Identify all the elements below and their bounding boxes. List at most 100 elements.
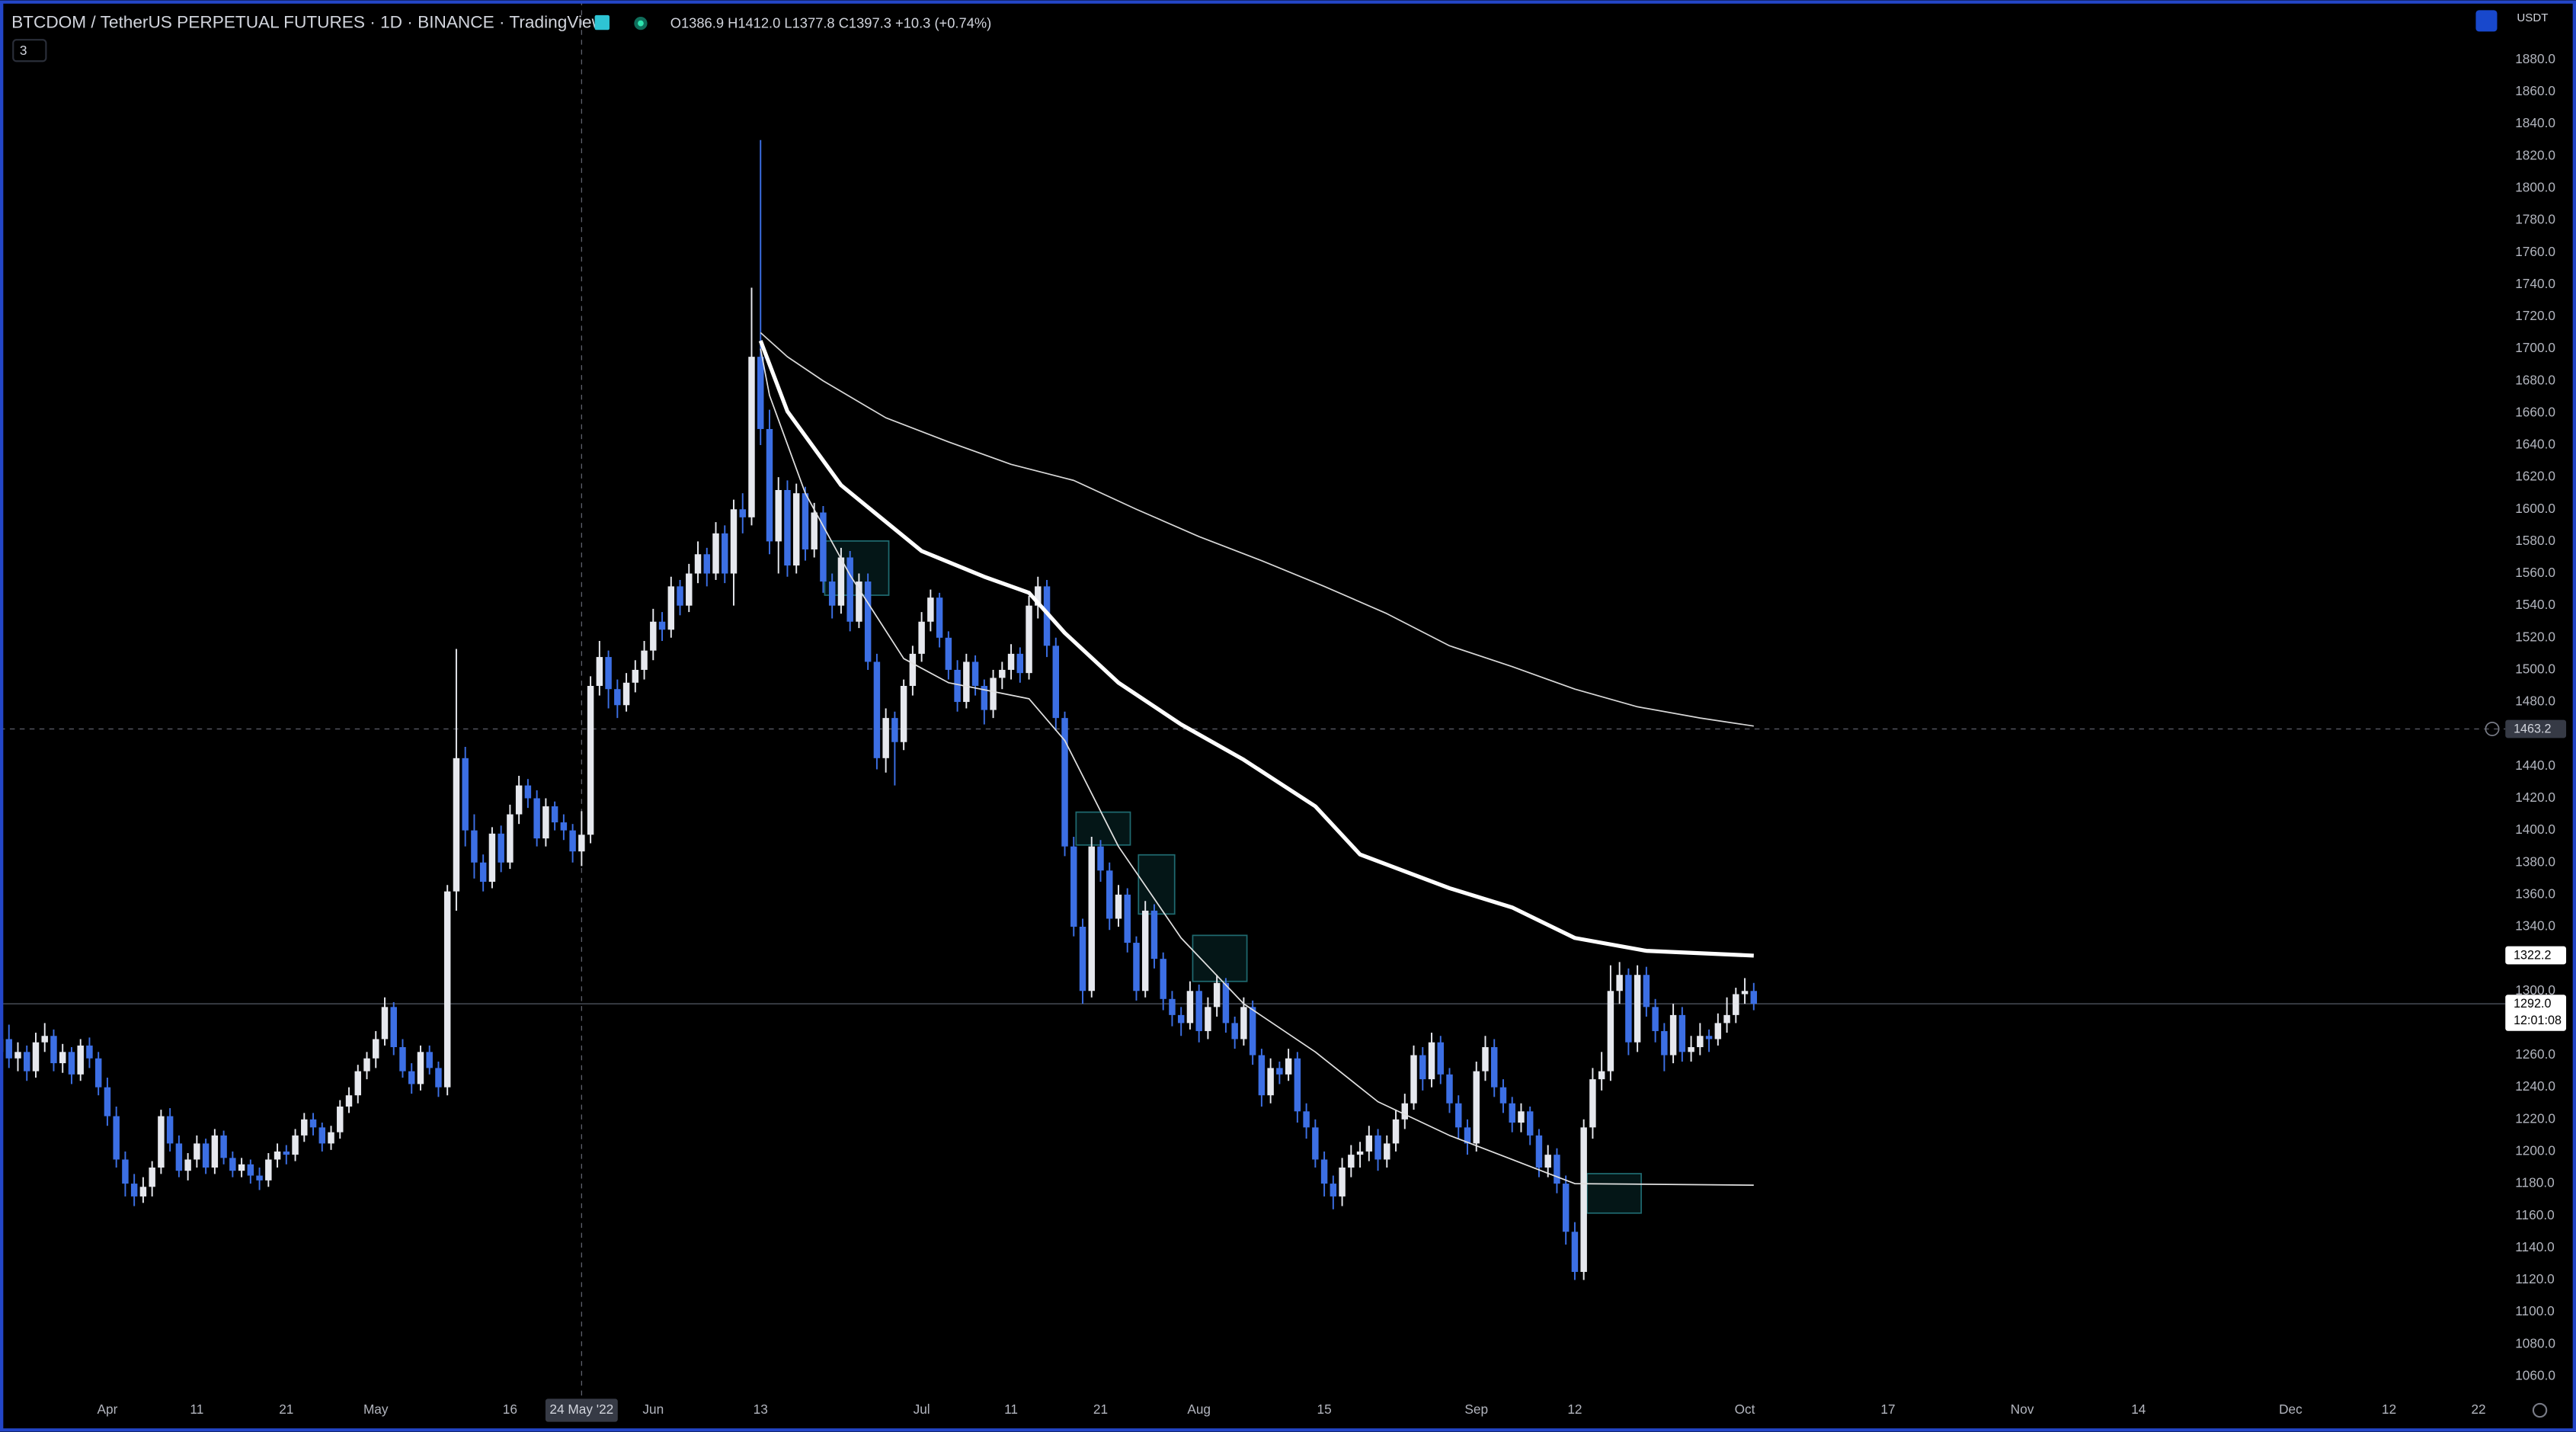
candle-body (1016, 653, 1024, 674)
candle-body (175, 1143, 183, 1171)
candle-body (363, 1058, 370, 1072)
candle-body (390, 1007, 397, 1048)
candle-body (1733, 994, 1739, 1015)
candle-body (166, 1116, 174, 1144)
candle-body (1339, 1168, 1346, 1197)
candle-body (479, 862, 487, 883)
candle-body (194, 1143, 200, 1160)
candle-body (1043, 586, 1051, 646)
x-tick-label: 13 (754, 1402, 768, 1417)
y-tick-label: 1140.0 (2515, 1239, 2554, 1254)
candle-body (694, 554, 702, 574)
ma-price: 1322.2 (2514, 948, 2551, 962)
y-tick-label: 1640.0 (2515, 437, 2555, 452)
candle-body (963, 662, 970, 703)
candle-body (533, 798, 540, 839)
candle-body (551, 806, 558, 823)
candle-body (578, 835, 585, 852)
candle-body (202, 1143, 210, 1168)
candle-body (971, 662, 979, 687)
candle-body (1750, 991, 1758, 1004)
candle-body (1240, 1007, 1247, 1040)
y-tick-label: 1680.0 (2515, 372, 2555, 387)
candle-body (650, 621, 657, 651)
layout-button[interactable] (2475, 10, 2498, 32)
x-tick-label: 12 (2382, 1402, 2396, 1417)
y-tick-label: 1080.0 (2515, 1335, 2555, 1350)
candle-body (1428, 1042, 1435, 1080)
candle-body (309, 1119, 317, 1128)
candle-body (1554, 1155, 1560, 1184)
candle-body (1410, 1055, 1417, 1104)
indicator-count[interactable]: 3 (20, 43, 27, 58)
candle-body (1437, 1042, 1444, 1075)
currency-select[interactable]: USDT (2517, 11, 2548, 24)
ohlc-legend: O1386.9 H1412.0 L1377.8 C1397.3 +10.3 (+… (670, 15, 992, 31)
last-price-box (2505, 995, 2567, 1031)
candle-body (524, 785, 532, 799)
candle-body (864, 581, 872, 662)
y-tick-label: 1720.0 (2515, 308, 2555, 323)
x-tick-label: 21 (279, 1402, 293, 1417)
indicator-toggle[interactable] (12, 39, 47, 62)
candle-body (927, 597, 934, 622)
y-tick-label: 1380.0 (2515, 854, 2555, 869)
candle-body (488, 833, 496, 883)
y-tick-label: 1500.0 (2515, 662, 2555, 677)
candle-body (792, 493, 800, 566)
candle-body (507, 814, 514, 863)
candle-body (498, 833, 504, 863)
y-tick-label: 1820.0 (2515, 147, 2555, 162)
y-tick-label: 1260.0 (2515, 1046, 2555, 1062)
candle-body (569, 830, 576, 852)
candle-body (1285, 1058, 1292, 1075)
symbol-title[interactable]: BTCDOM / TetherUS PERPETUAL FUTURES · 1D… (11, 13, 604, 32)
candle-body (1490, 1047, 1498, 1088)
candle-body (730, 509, 738, 574)
candle-body (614, 689, 621, 706)
candle-body (1231, 1023, 1238, 1040)
candle-body (1473, 1071, 1480, 1144)
add-alert-icon (2485, 721, 2500, 736)
y-tick-label: 1660.0 (2515, 404, 2555, 419)
candle-body (86, 1045, 93, 1059)
y-tick-label: 1300.0 (2515, 982, 2555, 998)
x-tick-label: 16 (503, 1402, 517, 1417)
plot (0, 0, 2506, 1398)
y-tick-label: 1120.0 (2515, 1271, 2554, 1286)
settings-icon[interactable] (2532, 1402, 2548, 1418)
candle-body (1384, 1143, 1390, 1160)
candle-body (560, 822, 568, 831)
y-tick-label: 1440.0 (2515, 758, 2555, 773)
candle-body (337, 1106, 344, 1132)
candle-body (399, 1047, 406, 1072)
crosshair-price-box (2505, 719, 2567, 738)
candle-body (158, 1116, 165, 1168)
x-tick-label: Jun (642, 1402, 664, 1417)
candle-body (1669, 1014, 1677, 1056)
y-tick-label: 1220.0 (2515, 1110, 2555, 1126)
x-tick-label: May (363, 1402, 389, 1417)
candle-body (775, 489, 782, 542)
y-tick-label: 1060.0 (2515, 1367, 2555, 1382)
candle-body (1160, 959, 1166, 999)
candle-body (184, 1159, 191, 1171)
candle-body (918, 621, 925, 654)
candle-body (122, 1159, 129, 1184)
candle-body (622, 682, 630, 706)
candle-body (1141, 910, 1149, 992)
moving-average-line (760, 332, 1754, 727)
candle-body (77, 1045, 84, 1075)
flag-icon[interactable] (594, 14, 610, 30)
candle-body (130, 1184, 138, 1197)
candle-body (59, 1052, 66, 1064)
candle-body (247, 1164, 254, 1176)
candle-body (641, 650, 648, 670)
candle-body (1267, 1068, 1274, 1096)
candle-body (605, 657, 612, 690)
candle-body (32, 1042, 40, 1072)
moving-average-line (760, 348, 1754, 1187)
candle-body (686, 573, 693, 606)
x-tick-label: 21 (1093, 1402, 1108, 1417)
